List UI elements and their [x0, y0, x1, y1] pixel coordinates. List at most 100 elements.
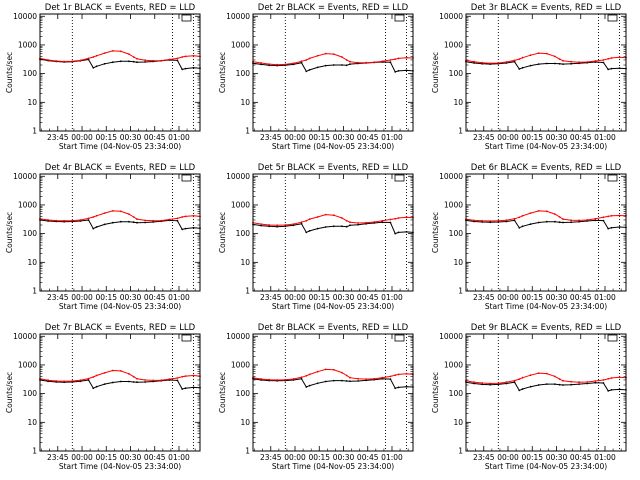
x-tick-label: 00:45: [570, 453, 592, 462]
lld-point: [537, 52, 540, 54]
events-point: [276, 225, 279, 228]
lld-point: [607, 215, 610, 218]
events-point: [324, 64, 327, 67]
lld-point: [103, 372, 106, 374]
lld-point: [602, 59, 605, 61]
panel-title: Det 5r BLACK = Events, RED = LLD: [258, 163, 409, 173]
lld-point: [181, 216, 184, 218]
events-point: [316, 66, 319, 69]
lld-point: [324, 368, 327, 371]
lld-point: [79, 379, 82, 382]
lld-point: [513, 59, 516, 62]
lld-point: [176, 217, 179, 220]
x-tick-label: 00:00: [71, 293, 93, 302]
lld-point: [92, 56, 95, 58]
x-tick-label: 00:15: [521, 453, 543, 462]
lld-series-line: [39, 210, 201, 222]
events-point: [394, 232, 397, 235]
y-tick-label: 1000: [18, 40, 37, 49]
lld-point: [144, 59, 147, 62]
lld-point: [397, 217, 400, 219]
lld-point: [545, 372, 548, 375]
events-point: [349, 63, 351, 65]
y-tick-label: 1000: [18, 360, 37, 369]
events-point: [119, 380, 122, 383]
x-axis-label: Start Time (04-Nov-05 23:34:00): [59, 462, 181, 471]
x-tick-label: 00:00: [497, 133, 519, 142]
x-tick-label: 23:45: [260, 133, 282, 142]
lld-point: [578, 219, 580, 222]
events-point: [127, 380, 130, 383]
x-axis-label: Start Time (04-Nov-05 23:34:00): [272, 302, 394, 311]
events-point: [181, 228, 184, 231]
events-point: [513, 219, 516, 222]
lld-point: [349, 221, 351, 224]
lld-point: [63, 380, 66, 383]
lld-point: [345, 219, 348, 222]
events-point: [332, 379, 335, 382]
lld-point: [332, 214, 335, 217]
lld-point: [276, 379, 279, 381]
y-axis-label: Counts/sec: [431, 52, 440, 93]
events-point: [184, 227, 187, 230]
lld-point: [308, 218, 311, 220]
events-point: [345, 225, 348, 228]
events-point: [607, 390, 610, 392]
lld-point: [300, 60, 303, 63]
x-tick-label: 00:45: [357, 293, 379, 302]
events-point: [473, 382, 475, 385]
events-point: [308, 69, 311, 71]
events-point: [184, 67, 187, 70]
events-point: [397, 386, 400, 389]
events-point: [132, 221, 135, 224]
y-axis-label: Counts/sec: [5, 372, 14, 413]
x-tick-label: 00:15: [308, 453, 330, 462]
lld-point: [570, 219, 572, 222]
lld-point: [345, 374, 348, 377]
detector-panel-2: Det 2r BLACK = Events, RED = LLD 1 10 100 10…: [218, 3, 414, 151]
x-tick-label: 00:30: [333, 133, 355, 142]
events-point: [284, 225, 287, 228]
lld-point: [152, 219, 155, 222]
lld-point: [300, 376, 303, 379]
events-point: [389, 221, 392, 224]
events-point: [95, 65, 98, 68]
events-point: [610, 226, 613, 229]
events-point: [192, 226, 195, 229]
lld-point: [405, 216, 408, 219]
x-tick-label: 01:00: [381, 293, 403, 302]
y-axis-label: Counts/sec: [431, 372, 440, 413]
events-point: [132, 60, 135, 63]
lld-point: [47, 379, 49, 382]
lld-point: [562, 218, 564, 220]
lld-point: [389, 218, 392, 221]
events-point: [529, 64, 532, 67]
x-tick-label: 00:15: [521, 133, 543, 142]
lld-point: [394, 217, 397, 220]
events-point: [345, 380, 348, 382]
y-tick-label: 10000: [439, 332, 463, 341]
lld-point: [489, 62, 492, 65]
events-point: [618, 226, 621, 228]
events-point: [537, 63, 540, 65]
y-axis-label: Counts/sec: [431, 212, 440, 253]
lld-point: [132, 216, 135, 218]
lld-point: [497, 62, 500, 64]
y-tick-label: 10: [27, 258, 37, 267]
detector-panel-1: Det 1r BLACK = Events, RED = LLD 1 10 100 10…: [5, 3, 201, 151]
events-point: [529, 385, 532, 388]
x-tick-label: 23:45: [473, 293, 495, 302]
y-tick-label: 100: [449, 69, 464, 78]
lld-point: [554, 55, 556, 58]
lld-point: [132, 375, 135, 378]
events-point: [394, 71, 397, 73]
x-tick-label: 23:45: [47, 133, 69, 142]
lld-point: [505, 219, 508, 222]
lld-point: [292, 378, 295, 380]
events-point: [521, 225, 524, 228]
lld-point: [160, 59, 163, 62]
events-point: [405, 69, 408, 72]
x-tick-label: 01:00: [594, 133, 616, 142]
lld-point: [160, 379, 163, 382]
events-point: [607, 68, 610, 71]
